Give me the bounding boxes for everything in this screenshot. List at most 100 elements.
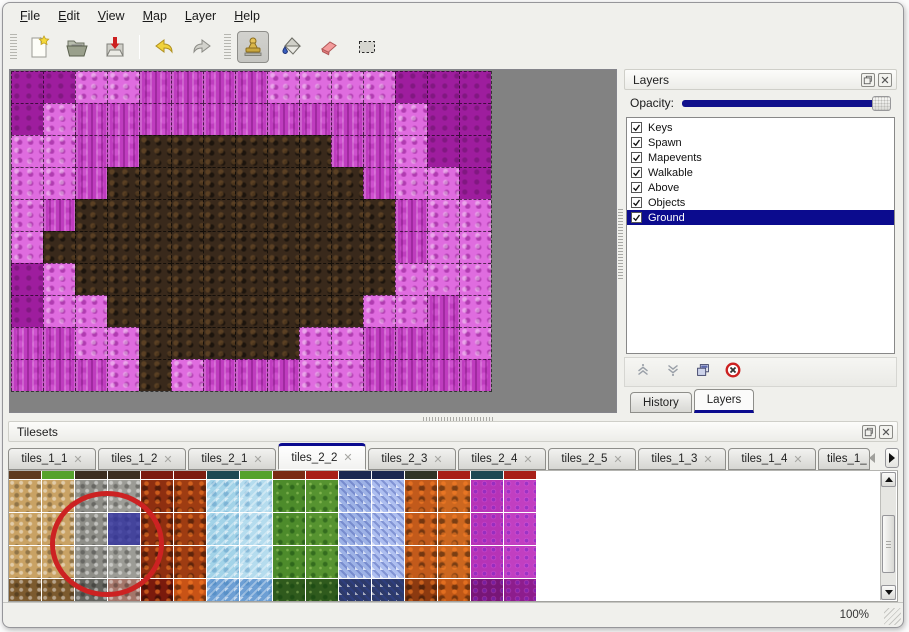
map-tile-dark-magenta[interactable]: [11, 71, 43, 103]
map-tile-brown-dirt[interactable]: [235, 135, 267, 167]
map-tile-brown-dirt[interactable]: [171, 263, 203, 295]
layer-row-walkable[interactable]: Walkable: [627, 165, 894, 180]
layer-row-above[interactable]: Above: [627, 180, 894, 195]
map-tile-magenta[interactable]: [395, 199, 427, 231]
tileset-tile[interactable]: [339, 579, 371, 601]
tileset-tile[interactable]: [471, 471, 503, 479]
map-tile-light-pink[interactable]: [395, 263, 427, 295]
map-tile-magenta[interactable]: [363, 327, 395, 359]
map-tile-light-pink[interactable]: [11, 167, 43, 199]
map-tile-brown-dirt[interactable]: [43, 231, 75, 263]
map-tile-magenta[interactable]: [171, 71, 203, 103]
map-tile-magenta[interactable]: [75, 103, 107, 135]
map-tile-dark-magenta[interactable]: [459, 135, 491, 167]
float-dock-button[interactable]: [861, 72, 875, 87]
tileset-tile[interactable]: [471, 546, 503, 578]
dock-tab-history[interactable]: History: [630, 392, 692, 413]
tileset-tile[interactable]: [405, 471, 437, 479]
map-tile-brown-dirt[interactable]: [299, 295, 331, 327]
map-tile-magenta[interactable]: [43, 359, 75, 391]
map-tile-magenta[interactable]: [395, 327, 427, 359]
tileset-tab-tiles_1_4[interactable]: tiles_1_4 ✕: [728, 448, 816, 470]
map-tile-magenta[interactable]: [235, 359, 267, 391]
tileset-tile[interactable]: [207, 513, 239, 545]
map-tile-light-pink[interactable]: [395, 135, 427, 167]
layer-row-mapevents[interactable]: Mapevents: [627, 150, 894, 165]
map-tile-brown-dirt[interactable]: [107, 199, 139, 231]
map-tile-brown-dirt[interactable]: [171, 327, 203, 359]
duplicate-layer-button[interactable]: [693, 362, 713, 382]
tileset-tile[interactable]: [471, 480, 503, 512]
tileset-tile[interactable]: [240, 480, 272, 512]
map-tile-brown-dirt[interactable]: [235, 327, 267, 359]
tileset-tile[interactable]: [75, 471, 107, 479]
delete-layer-button[interactable]: [723, 362, 743, 382]
tab-close-icon[interactable]: ✕: [433, 453, 443, 466]
map-tile-light-pink[interactable]: [427, 167, 459, 199]
map-tile-light-pink[interactable]: [459, 295, 491, 327]
tab-close-icon[interactable]: ✕: [613, 453, 623, 466]
tileset-tile[interactable]: [141, 579, 173, 601]
map-tile-light-pink[interactable]: [43, 167, 75, 199]
tileset-tile[interactable]: [141, 471, 173, 479]
tileset-tile[interactable]: [372, 579, 404, 601]
map-tile-magenta[interactable]: [299, 103, 331, 135]
map-tile-brown-dirt[interactable]: [107, 295, 139, 327]
map-tile-brown-dirt[interactable]: [331, 199, 363, 231]
tileset-tile[interactable]: [207, 480, 239, 512]
map-tile-brown-dirt[interactable]: [203, 199, 235, 231]
tileset-tile[interactable]: [504, 480, 536, 512]
map-tile-light-pink[interactable]: [43, 103, 75, 135]
tileset-tile[interactable]: [438, 579, 470, 601]
map-tile-brown-dirt[interactable]: [107, 231, 139, 263]
tileset-tab-tiles_1_1[interactable]: tiles_1_1 ✕: [8, 448, 96, 470]
tileset-tile[interactable]: [438, 546, 470, 578]
map-tile-light-pink[interactable]: [427, 199, 459, 231]
tileset-tile[interactable]: [174, 546, 206, 578]
map-tile-light-pink[interactable]: [43, 295, 75, 327]
tileset-tile[interactable]: [207, 471, 239, 479]
map-tile-light-pink[interactable]: [299, 327, 331, 359]
scroll-down-button[interactable]: [881, 585, 896, 600]
tileset-tile[interactable]: [9, 579, 41, 601]
map-tile-magenta[interactable]: [459, 359, 491, 391]
tileset-tile[interactable]: [9, 471, 41, 479]
tab-close-icon[interactable]: ✕: [163, 453, 173, 466]
tileset-tile[interactable]: [174, 579, 206, 601]
map-tile-brown-dirt[interactable]: [331, 295, 363, 327]
fill-tool-button[interactable]: [275, 31, 307, 63]
map-tile-light-pink[interactable]: [459, 231, 491, 263]
map-tile-brown-dirt[interactable]: [107, 167, 139, 199]
map-tile-light-pink[interactable]: [75, 71, 107, 103]
map-tile-dark-magenta[interactable]: [43, 71, 75, 103]
layer-row-keys[interactable]: Keys: [627, 120, 894, 135]
map-tile-light-pink[interactable]: [427, 263, 459, 295]
map-tile-magenta[interactable]: [427, 295, 459, 327]
tileset-tile[interactable]: [471, 513, 503, 545]
map-tile-dark-magenta[interactable]: [427, 103, 459, 135]
map-tile-magenta[interactable]: [235, 103, 267, 135]
open-file-button[interactable]: [61, 31, 93, 63]
map-tile-magenta[interactable]: [331, 135, 363, 167]
tileset-tab-tiles_2_2[interactable]: tiles_2_2 ✕: [278, 443, 366, 470]
map-tile-brown-dirt[interactable]: [299, 199, 331, 231]
map-tile-light-pink[interactable]: [43, 135, 75, 167]
redo-button[interactable]: [186, 31, 218, 63]
map-tile-magenta[interactable]: [267, 359, 299, 391]
tileset-tile[interactable]: [306, 579, 338, 601]
map-tile-brown-dirt[interactable]: [203, 135, 235, 167]
map-tile-brown-dirt[interactable]: [75, 231, 107, 263]
map-tile-light-pink[interactable]: [107, 327, 139, 359]
new-file-button[interactable]: [23, 31, 55, 63]
tileset-tile[interactable]: [108, 471, 140, 479]
tab-scroll-right-button[interactable]: [885, 448, 899, 468]
map-tile-dark-magenta[interactable]: [11, 103, 43, 135]
map-tile-magenta[interactable]: [363, 103, 395, 135]
menu-view[interactable]: View: [97, 9, 125, 23]
tileset-tile[interactable]: [504, 546, 536, 578]
map-tile-light-pink[interactable]: [363, 295, 395, 327]
tab-close-icon[interactable]: ✕: [523, 453, 533, 466]
map-tile-brown-dirt[interactable]: [331, 263, 363, 295]
map-tile-light-pink[interactable]: [299, 359, 331, 391]
map-tile-dark-magenta[interactable]: [427, 135, 459, 167]
